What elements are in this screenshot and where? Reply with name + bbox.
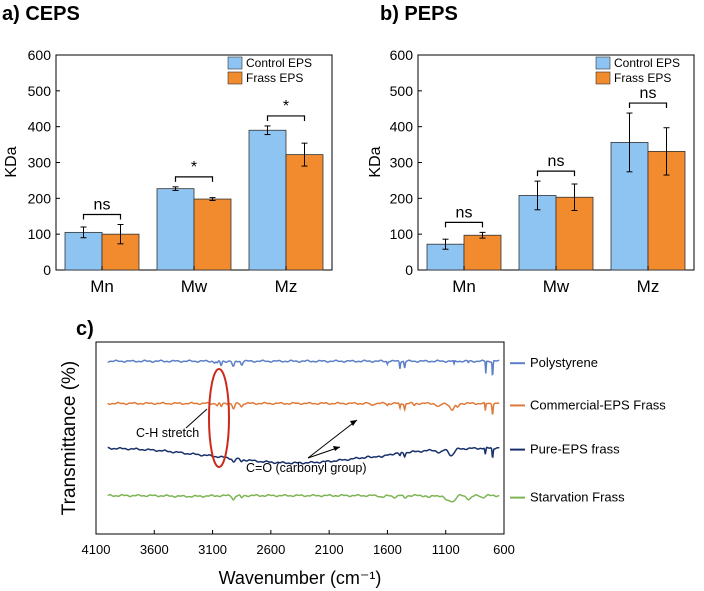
significance-bracket bbox=[444, 221, 484, 228]
bar-frass-mn bbox=[463, 234, 502, 271]
x-tick-label: 1100 bbox=[432, 542, 460, 557]
legend-label-polystyrene: Polystyrene bbox=[530, 355, 598, 370]
panel-b-legend: Control EPS Frass EPS bbox=[595, 56, 680, 85]
legend-label-frass: Frass EPS bbox=[246, 71, 303, 85]
y-tick-label: 600 bbox=[390, 47, 414, 63]
legend-swatch-frass bbox=[595, 71, 611, 85]
significance-bracket bbox=[266, 115, 306, 121]
significance-label: ns bbox=[640, 85, 657, 102]
legend-label-commercial: Commercial-EPS Frass bbox=[530, 397, 666, 412]
legend-swatch-control bbox=[227, 56, 243, 70]
x-tick-label: 4100 bbox=[82, 542, 111, 557]
y-tick-label: 200 bbox=[390, 190, 414, 206]
y-tick-label: 500 bbox=[28, 83, 52, 99]
x-category-label: Mw bbox=[181, 277, 208, 296]
x-category-label: Mz bbox=[637, 277, 660, 296]
panel-c-label: c) bbox=[76, 318, 94, 340]
x-category-label: Mn bbox=[452, 277, 476, 296]
significance-bracket bbox=[628, 102, 668, 109]
significance-label: ns bbox=[456, 204, 473, 221]
x-tick-label: 2100 bbox=[315, 542, 344, 557]
y-tick-label: 500 bbox=[390, 83, 414, 99]
ch-stretch-annotation: C-H stretch bbox=[136, 426, 199, 440]
y-tick-label: 300 bbox=[28, 155, 52, 171]
legend-label-control: Control EPS bbox=[614, 56, 680, 70]
significance-label: ns bbox=[94, 196, 111, 213]
legend-label-control: Control EPS bbox=[246, 56, 312, 70]
panel-c-ylabel: Transmittance (%) bbox=[59, 361, 80, 516]
ch-stretch-highlight-ellipse bbox=[208, 368, 230, 468]
bar-frass-mw bbox=[193, 198, 232, 271]
bar-control-mn bbox=[64, 231, 103, 271]
panel-c-frame bbox=[95, 341, 505, 535]
y-tick-label: 600 bbox=[28, 47, 52, 63]
panel-a-bar-chart: KDa 0 100 200 300 400 500 600 Mn Mw Mz ns * * Cont… bbox=[3, 47, 333, 296]
ch-stretch-arrow bbox=[185, 408, 208, 429]
significance-label: ns bbox=[548, 153, 565, 170]
legend-swatch-control bbox=[595, 56, 611, 70]
spectrum-pure bbox=[107, 446, 500, 465]
y-tick-label: 0 bbox=[43, 262, 51, 278]
spectrum-starvation bbox=[107, 493, 500, 503]
y-tick-label: 100 bbox=[390, 226, 414, 242]
legend-label-pure: Pure-EPS frass bbox=[530, 442, 620, 457]
x-tick-label: 3600 bbox=[140, 542, 169, 557]
x-tick-label: 1600 bbox=[373, 542, 402, 557]
panel-b-label: b) PEPS bbox=[380, 3, 458, 25]
bar-frass-mz bbox=[285, 154, 324, 271]
panel-c-ftir-chart: Transmittance (%) Wavenumber (cm⁻¹) 4100… bbox=[59, 341, 666, 588]
y-tick-label: 0 bbox=[405, 262, 413, 278]
spectrum-commercial bbox=[107, 401, 500, 415]
significance-bracket bbox=[536, 170, 576, 177]
legend-swatch-frass bbox=[227, 71, 243, 85]
carbonyl-arrowhead-1 bbox=[350, 420, 357, 426]
significance-label: * bbox=[191, 159, 197, 176]
bar-control-mw bbox=[156, 188, 195, 271]
panel-c-xlabel: Wavenumber (cm⁻¹) bbox=[219, 568, 382, 588]
carbonyl-annotation: C=O (carbonyl group) bbox=[246, 461, 367, 475]
carbonyl-arrow-1 bbox=[307, 419, 358, 459]
x-category-label: Mz bbox=[275, 277, 298, 296]
x-tick-label: 2600 bbox=[256, 542, 285, 557]
legend-label-frass: Frass EPS bbox=[614, 71, 671, 85]
x-tick-label: 3100 bbox=[198, 542, 227, 557]
x-category-label: Mn bbox=[90, 277, 114, 296]
legend-label-starvation: Starvation Frass bbox=[530, 490, 625, 505]
panel-a-legend: Control EPS Frass EPS bbox=[227, 56, 312, 85]
significance-bracket bbox=[174, 176, 214, 182]
y-tick-label: 300 bbox=[390, 155, 414, 171]
panel-a-ylabel: KDa bbox=[3, 146, 20, 177]
spectrum-polystyrene bbox=[107, 359, 500, 376]
significance-bracket bbox=[82, 213, 122, 220]
panel-a-label: a) CEPS bbox=[2, 3, 80, 25]
panel-b-ylabel: KDa bbox=[367, 146, 384, 177]
y-tick-label: 200 bbox=[28, 190, 52, 206]
y-tick-label: 400 bbox=[28, 119, 52, 135]
carbonyl-arrowhead-2 bbox=[333, 446, 340, 451]
y-tick-label: 100 bbox=[28, 226, 52, 242]
x-tick-label: 600 bbox=[493, 542, 515, 557]
bar-control-mz bbox=[248, 129, 287, 271]
y-tick-label: 400 bbox=[390, 119, 414, 135]
panel-b-bar-chart: KDa 0 100 200 300 400 500 600 Mn Mw Mz ns ns ns Co… bbox=[367, 47, 695, 296]
x-category-label: Mw bbox=[543, 277, 570, 296]
significance-label: * bbox=[283, 98, 289, 115]
